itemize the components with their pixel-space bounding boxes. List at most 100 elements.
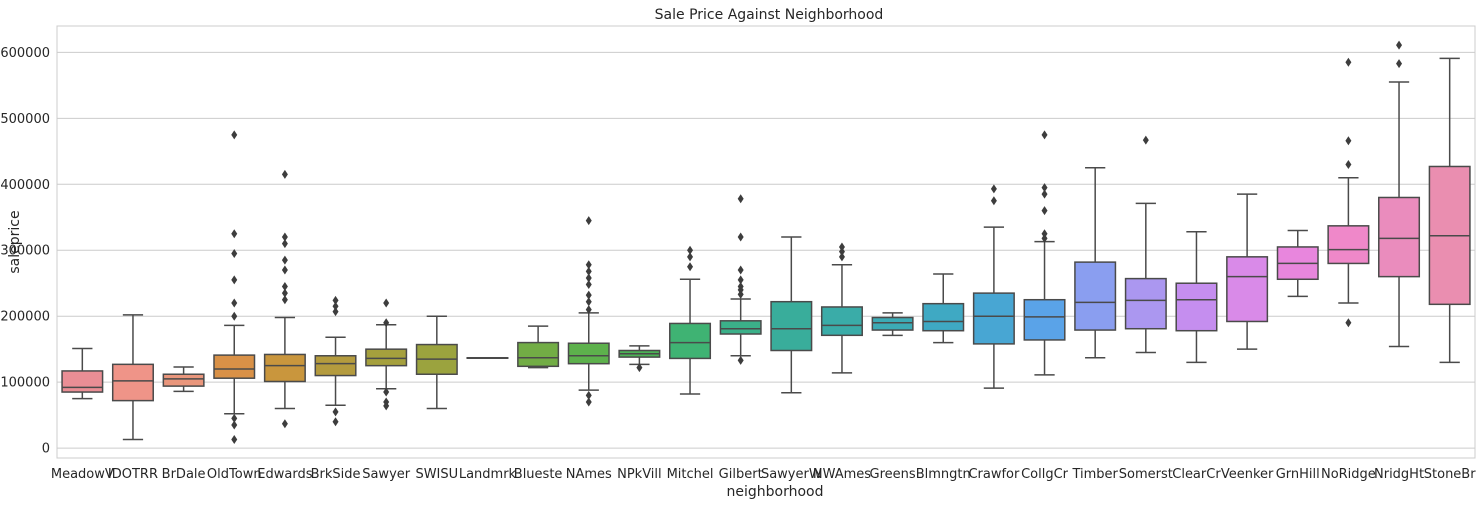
outlier-point (281, 232, 288, 242)
outlier-point (231, 130, 238, 140)
x-axis-label: neighborhood (727, 484, 824, 500)
y-tick-label: 300000 (0, 244, 50, 259)
iqr-box (1175, 282, 1218, 332)
outlier-point (585, 266, 592, 276)
outlier-point (281, 265, 288, 275)
outlier-point (231, 413, 238, 423)
outlier-point (1041, 183, 1048, 193)
outlier-point (332, 307, 339, 317)
outlier-point (585, 390, 592, 400)
outlier-point (737, 265, 744, 275)
outlier-point (332, 417, 339, 427)
outlier-point (990, 184, 997, 194)
outlier-point (231, 249, 238, 259)
iqr-box (1023, 298, 1066, 341)
outlier-point (1396, 59, 1403, 69)
outlier-point (231, 298, 238, 308)
outlier-point (1041, 233, 1048, 243)
x-tick-label: Gilbert (719, 467, 763, 482)
box-BrkSide (314, 295, 357, 427)
outlier-point (990, 196, 997, 206)
y-tick-label: 400000 (0, 178, 50, 193)
iqr-box (972, 292, 1015, 345)
box-MeadowV (61, 347, 104, 400)
boxes (61, 40, 1471, 445)
x-tick-label: Sawyer (362, 467, 411, 482)
y-tick-label: 100000 (0, 376, 50, 391)
x-tick-label: BrDale (162, 467, 206, 482)
outlier-point (737, 194, 744, 204)
box-IDOTRR (111, 314, 154, 441)
box-StoneBr (1428, 57, 1471, 364)
iqr-box (61, 370, 104, 393)
outlier-point (585, 216, 592, 226)
box-NAmes (567, 216, 610, 407)
outlier-point (281, 169, 288, 179)
x-tick-label: Crawfor (968, 467, 1020, 482)
outlier-point (281, 419, 288, 429)
iqr-box (567, 342, 610, 365)
x-tick-label: IDOTRR (108, 467, 158, 482)
outlier-point (231, 420, 238, 430)
iqr-box (162, 373, 205, 387)
outlier-point (383, 318, 390, 328)
outlier-point (838, 242, 845, 252)
box-BrDale (162, 366, 205, 393)
outlier-point (1345, 57, 1352, 67)
box-GrnHill (1276, 229, 1319, 298)
outlier-point (1345, 318, 1352, 328)
box-NoRidge (1327, 57, 1370, 328)
iqr-box (365, 348, 408, 367)
x-tick-label: Timber (1071, 467, 1118, 482)
iqr-box (111, 363, 154, 402)
box-OldTown (213, 130, 256, 445)
iqr-box (922, 302, 965, 332)
outlier-point (585, 397, 592, 407)
iqr-box (719, 320, 762, 335)
x-tick-label: GrnHill (1276, 467, 1320, 482)
box-Edwards (263, 169, 306, 429)
outlier-point (231, 311, 238, 321)
outlier-point (585, 290, 592, 300)
x-tick-label: StoneBr (1424, 467, 1476, 482)
x-tick-label: Blueste (514, 467, 563, 482)
outlier-point (332, 301, 339, 311)
outlier-point (332, 295, 339, 305)
box-ClearCr (1175, 231, 1218, 364)
x-tick-label: SWISU (415, 467, 458, 482)
outlier-point (1041, 130, 1048, 140)
x-tick-label: MeadowV (51, 467, 114, 482)
outlier-point (838, 252, 845, 262)
box-Somerst (1124, 135, 1167, 354)
outlier-point (1041, 189, 1048, 199)
box-Blueste (517, 325, 560, 369)
box-Timber (1074, 167, 1117, 359)
box-Crawfor (972, 184, 1015, 389)
outlier-point (383, 401, 390, 411)
x-tick-label: CollgCr (1021, 467, 1069, 482)
iqr-box (1327, 225, 1370, 265)
outlier-point (383, 298, 390, 308)
x-tick-label: NridgHt (1374, 467, 1424, 482)
outlier-point (737, 232, 744, 242)
y-tick-label: 600000 (0, 46, 50, 61)
iqr-box (1074, 261, 1117, 331)
x-tick-label: OldTown (207, 467, 262, 482)
x-tick-label: Landmrk (459, 467, 517, 482)
outlier-point (231, 435, 238, 445)
outlier-point (737, 289, 744, 299)
outlier-point (231, 275, 238, 285)
gridlines (57, 51, 1475, 449)
y-tick-labels: 0 100000 200000 300000 400000 500000 600000 (0, 46, 50, 457)
outlier-point (687, 245, 694, 255)
y-tick-label: 500000 (0, 112, 50, 127)
outlier-point (636, 363, 643, 373)
outlier-point (585, 260, 592, 270)
box-Veenker (1226, 193, 1269, 350)
outlier-point (737, 275, 744, 285)
outlier-point (737, 285, 744, 295)
box-Landmrk (466, 356, 509, 359)
box-Greens (871, 312, 914, 337)
x-tick-label: Veenker (1221, 467, 1274, 482)
outlier-point (585, 305, 592, 315)
